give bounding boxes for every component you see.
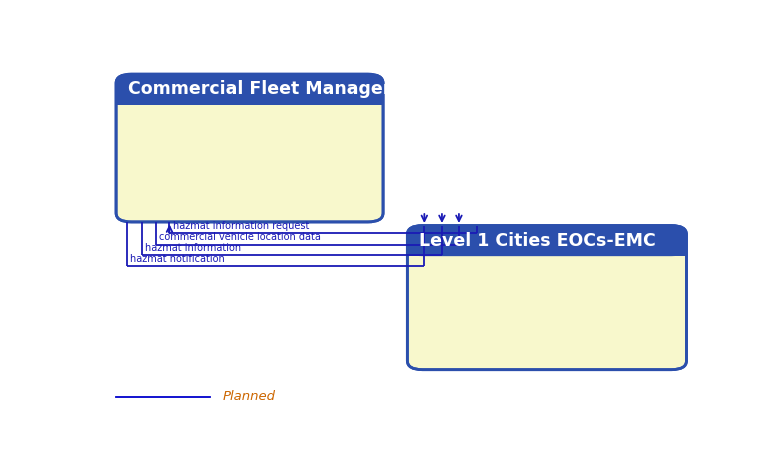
Bar — [407, 241, 687, 256]
Text: hazmat information: hazmat information — [145, 243, 240, 253]
Text: Level 1 Cities EOCs-EMC: Level 1 Cities EOCs-EMC — [420, 232, 656, 250]
Text: Planned: Planned — [222, 390, 276, 403]
Text: Commercial Fleet Management: Commercial Fleet Management — [128, 80, 434, 98]
FancyBboxPatch shape — [407, 226, 687, 370]
FancyBboxPatch shape — [116, 74, 383, 105]
FancyBboxPatch shape — [116, 74, 383, 222]
Bar — [116, 89, 383, 105]
FancyBboxPatch shape — [407, 226, 687, 256]
Text: hazmat notification: hazmat notification — [130, 254, 225, 264]
Text: hazmat information request: hazmat information request — [172, 220, 309, 231]
Text: commercial vehicle location data: commercial vehicle location data — [158, 233, 320, 242]
